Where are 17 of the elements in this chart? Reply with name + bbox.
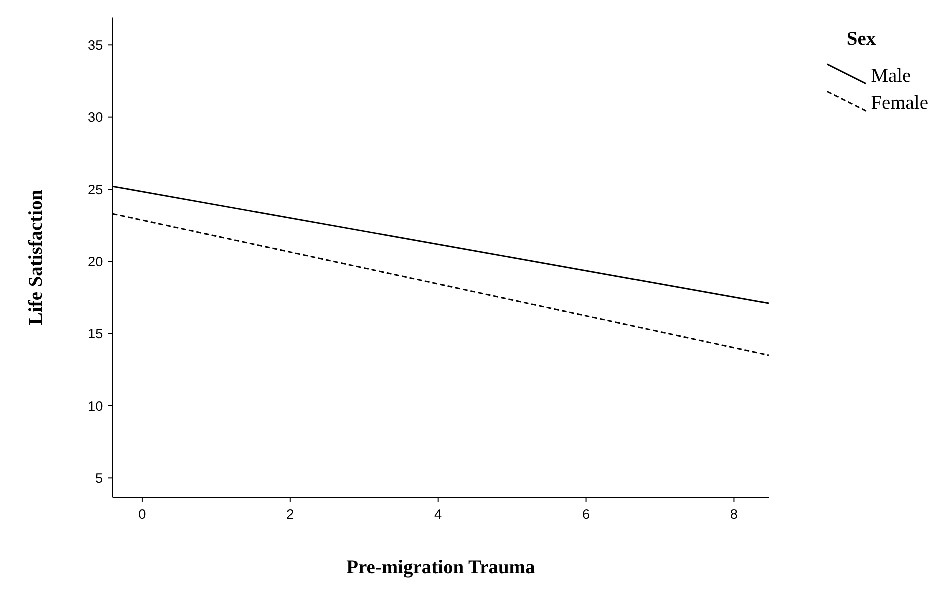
x-tick-label: 6	[582, 507, 590, 522]
y-tick-label: 25	[88, 182, 104, 198]
y-tick-label: 30	[88, 110, 104, 126]
y-tick-label: 15	[88, 326, 104, 342]
x-tick-label: 4	[434, 507, 443, 522]
x-tick-label: 8	[730, 507, 738, 522]
legend-label: Male	[871, 66, 912, 87]
y-axis-title: Life Satisfaction	[26, 190, 47, 326]
y-tick-label: 35	[88, 38, 104, 53]
legend-title: Sex	[846, 28, 876, 50]
x-tick-label: 2	[286, 507, 294, 522]
legend-label: Female	[871, 93, 928, 114]
y-tick-label: 5	[96, 470, 104, 486]
y-tick-label: 10	[88, 398, 104, 414]
y-tick-label: 20	[88, 254, 104, 270]
x-axis-title: Pre-migration Trauma	[346, 558, 536, 579]
x-tick-label: 0	[138, 507, 147, 522]
